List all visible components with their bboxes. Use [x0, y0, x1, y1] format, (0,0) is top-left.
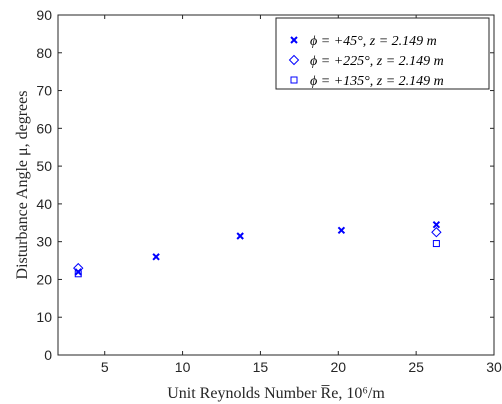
data-point-diamond [73, 262, 84, 274]
data-point-x [152, 253, 160, 261]
legend-label: ϕ = +135°, z = 2.149 m [310, 74, 444, 89]
y-axis-label: Disturbance Angle μ, degrees [14, 91, 31, 280]
legend: ϕ = +45°, z = 2.149 m ϕ = +225°, z = 2.14… [275, 17, 490, 90]
y-tick-label: 80 [36, 45, 52, 61]
legend-marker-square [290, 76, 298, 84]
y-tick-label: 40 [36, 196, 52, 212]
x-tick-label: 30 [486, 359, 502, 375]
legend-marker-diamond [288, 54, 300, 66]
x-tick-label: 20 [330, 359, 346, 375]
x-tick-label: 25 [408, 359, 424, 375]
data-point-x [74, 268, 82, 276]
data-point-x [236, 232, 244, 240]
legend-marker-x [290, 36, 298, 44]
y-tick-label: 0 [44, 347, 52, 363]
x-tick-label: 10 [175, 359, 191, 375]
x-tick-label: 15 [253, 359, 269, 375]
data-point-x [337, 226, 346, 235]
x-axis-label: Unit Reynolds Number R̅e, 10⁶/m [167, 384, 385, 402]
legend-box [275, 17, 490, 90]
y-tick-label: 70 [36, 83, 52, 99]
legend-label: ϕ = +45°, z = 2.149 m [310, 34, 437, 49]
data-point-x [432, 220, 441, 229]
y-tick-label: 10 [36, 309, 52, 325]
y-tick-label: 50 [36, 158, 52, 174]
x-tick-label: 5 [101, 359, 109, 375]
axis-ticks: 5 10 15 20 25 30 0 10 20 30 40 50 60 70 80 90 [36, 7, 502, 375]
data-point-square [74, 270, 82, 278]
legend-label: ϕ = +225°, z = 2.149 m [310, 54, 444, 69]
data-point-diamond [431, 227, 442, 238]
y-tick-label: 20 [36, 271, 52, 287]
y-tick-label: 90 [36, 7, 52, 23]
data-point-square [432, 240, 440, 248]
y-tick-label: 30 [36, 234, 52, 250]
y-tick-label: 60 [36, 120, 52, 136]
data-points [73, 220, 442, 278]
